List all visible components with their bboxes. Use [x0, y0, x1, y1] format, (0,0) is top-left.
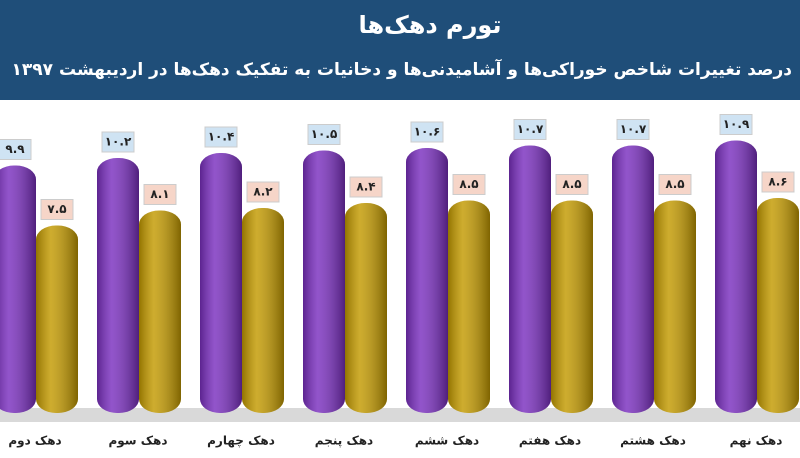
x-tick-label: دهک دوم — [8, 434, 61, 449]
label-box — [616, 119, 650, 140]
label-box — [143, 184, 177, 205]
chart-title: تورم دهک‌ها — [358, 11, 501, 39]
x-tick-label: دهک پنجم — [315, 434, 373, 448]
label-box — [555, 174, 589, 195]
label-box — [40, 199, 74, 220]
bar-shade — [345, 203, 387, 413]
bar-shade — [509, 145, 551, 413]
data-label: ۱۰.۲ — [105, 135, 132, 149]
label-box — [0, 139, 32, 160]
data-label: ۸.۶ — [768, 175, 787, 189]
floor — [0, 408, 800, 422]
bar-shade — [654, 200, 696, 413]
label-box — [658, 174, 692, 195]
bar-shade — [200, 153, 242, 413]
chart-subtitle: درصد تغییرات شاخص خوراکی‌ها و آشامیدنی‌ه… — [12, 58, 793, 80]
data-label: ۱۰.۷ — [620, 122, 647, 136]
label-box — [761, 171, 795, 193]
bar-shade — [612, 145, 654, 413]
header-band — [0, 0, 800, 100]
label-box — [719, 114, 753, 135]
data-label: ۸.۵ — [562, 177, 581, 191]
data-label: ۸.۵ — [665, 177, 684, 191]
data-label: ۷.۵ — [47, 202, 66, 216]
x-tick-label: دهک سوم — [108, 434, 167, 449]
label-box — [513, 119, 547, 140]
data-label: ۸.۱ — [150, 187, 169, 201]
data-label: ۸.۲ — [253, 185, 273, 199]
bar-shade — [715, 140, 757, 413]
bar-shade — [757, 198, 799, 413]
bar-shade — [242, 208, 284, 413]
bar-shade — [0, 165, 36, 413]
x-tick-label: دهک هفتم — [519, 434, 581, 448]
bar-shade — [406, 148, 448, 413]
label-box — [246, 181, 280, 203]
data-label: ۸.۵ — [459, 177, 478, 191]
bar-shade — [36, 225, 78, 413]
x-tick-label: دهک نهم — [730, 434, 783, 448]
bar-shade — [551, 200, 593, 413]
data-label: ۱۰.۵ — [311, 127, 338, 141]
label-box — [307, 124, 341, 145]
x-tick-label: دهک ششم — [415, 434, 479, 448]
label-box — [101, 131, 135, 153]
bar-shade — [97, 158, 139, 413]
bar-shade — [139, 210, 181, 413]
data-label: ۱۰.۴ — [208, 130, 235, 144]
label-box — [452, 174, 486, 195]
bar-shade — [303, 150, 345, 413]
data-label: ۸.۴ — [356, 180, 375, 194]
label-box — [410, 121, 444, 143]
bar-shade — [448, 200, 490, 413]
label-box — [349, 176, 383, 198]
x-tick-label: دهک هشتم — [620, 434, 686, 448]
data-label: ۱۰.۷ — [517, 122, 544, 136]
data-label: ۱۰.۹ — [723, 117, 750, 131]
x-tick-label: دهک چهارم — [207, 434, 275, 449]
data-label: ۹.۹ — [5, 142, 25, 156]
data-label: ۱۰.۶ — [414, 125, 441, 139]
label-box — [204, 126, 238, 148]
